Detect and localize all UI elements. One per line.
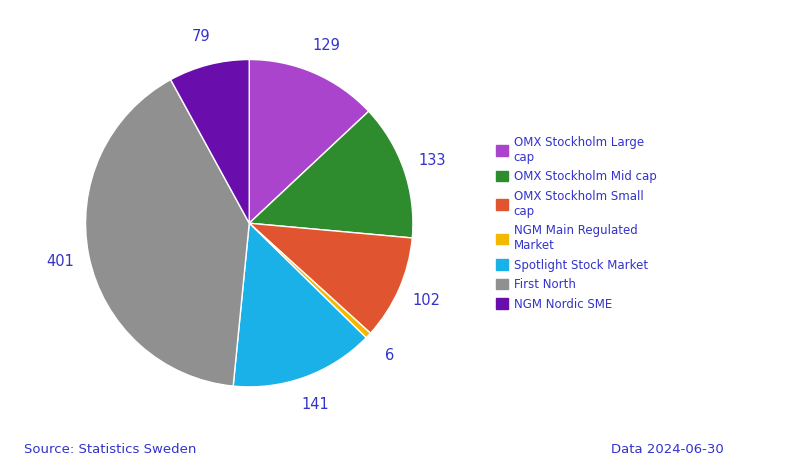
Text: Source: Statistics Sweden: Source: Statistics Sweden <box>24 443 196 456</box>
Text: 102: 102 <box>412 293 439 308</box>
Wedge shape <box>233 223 365 387</box>
Text: 133: 133 <box>418 153 445 168</box>
Text: 79: 79 <box>192 28 210 44</box>
Text: 129: 129 <box>312 39 340 53</box>
Wedge shape <box>170 60 249 223</box>
Legend: OMX Stockholm Large
cap, OMX Stockholm Mid cap, OMX Stockholm Small
cap, NGM Mai: OMX Stockholm Large cap, OMX Stockholm M… <box>492 132 659 314</box>
Text: Data 2024-06-30: Data 2024-06-30 <box>610 443 723 456</box>
Wedge shape <box>249 111 413 238</box>
Wedge shape <box>249 223 412 333</box>
Text: 401: 401 <box>46 254 74 269</box>
Wedge shape <box>249 60 369 223</box>
Wedge shape <box>249 223 370 338</box>
Text: 6: 6 <box>385 348 394 363</box>
Text: 141: 141 <box>301 397 328 412</box>
Wedge shape <box>85 80 249 386</box>
